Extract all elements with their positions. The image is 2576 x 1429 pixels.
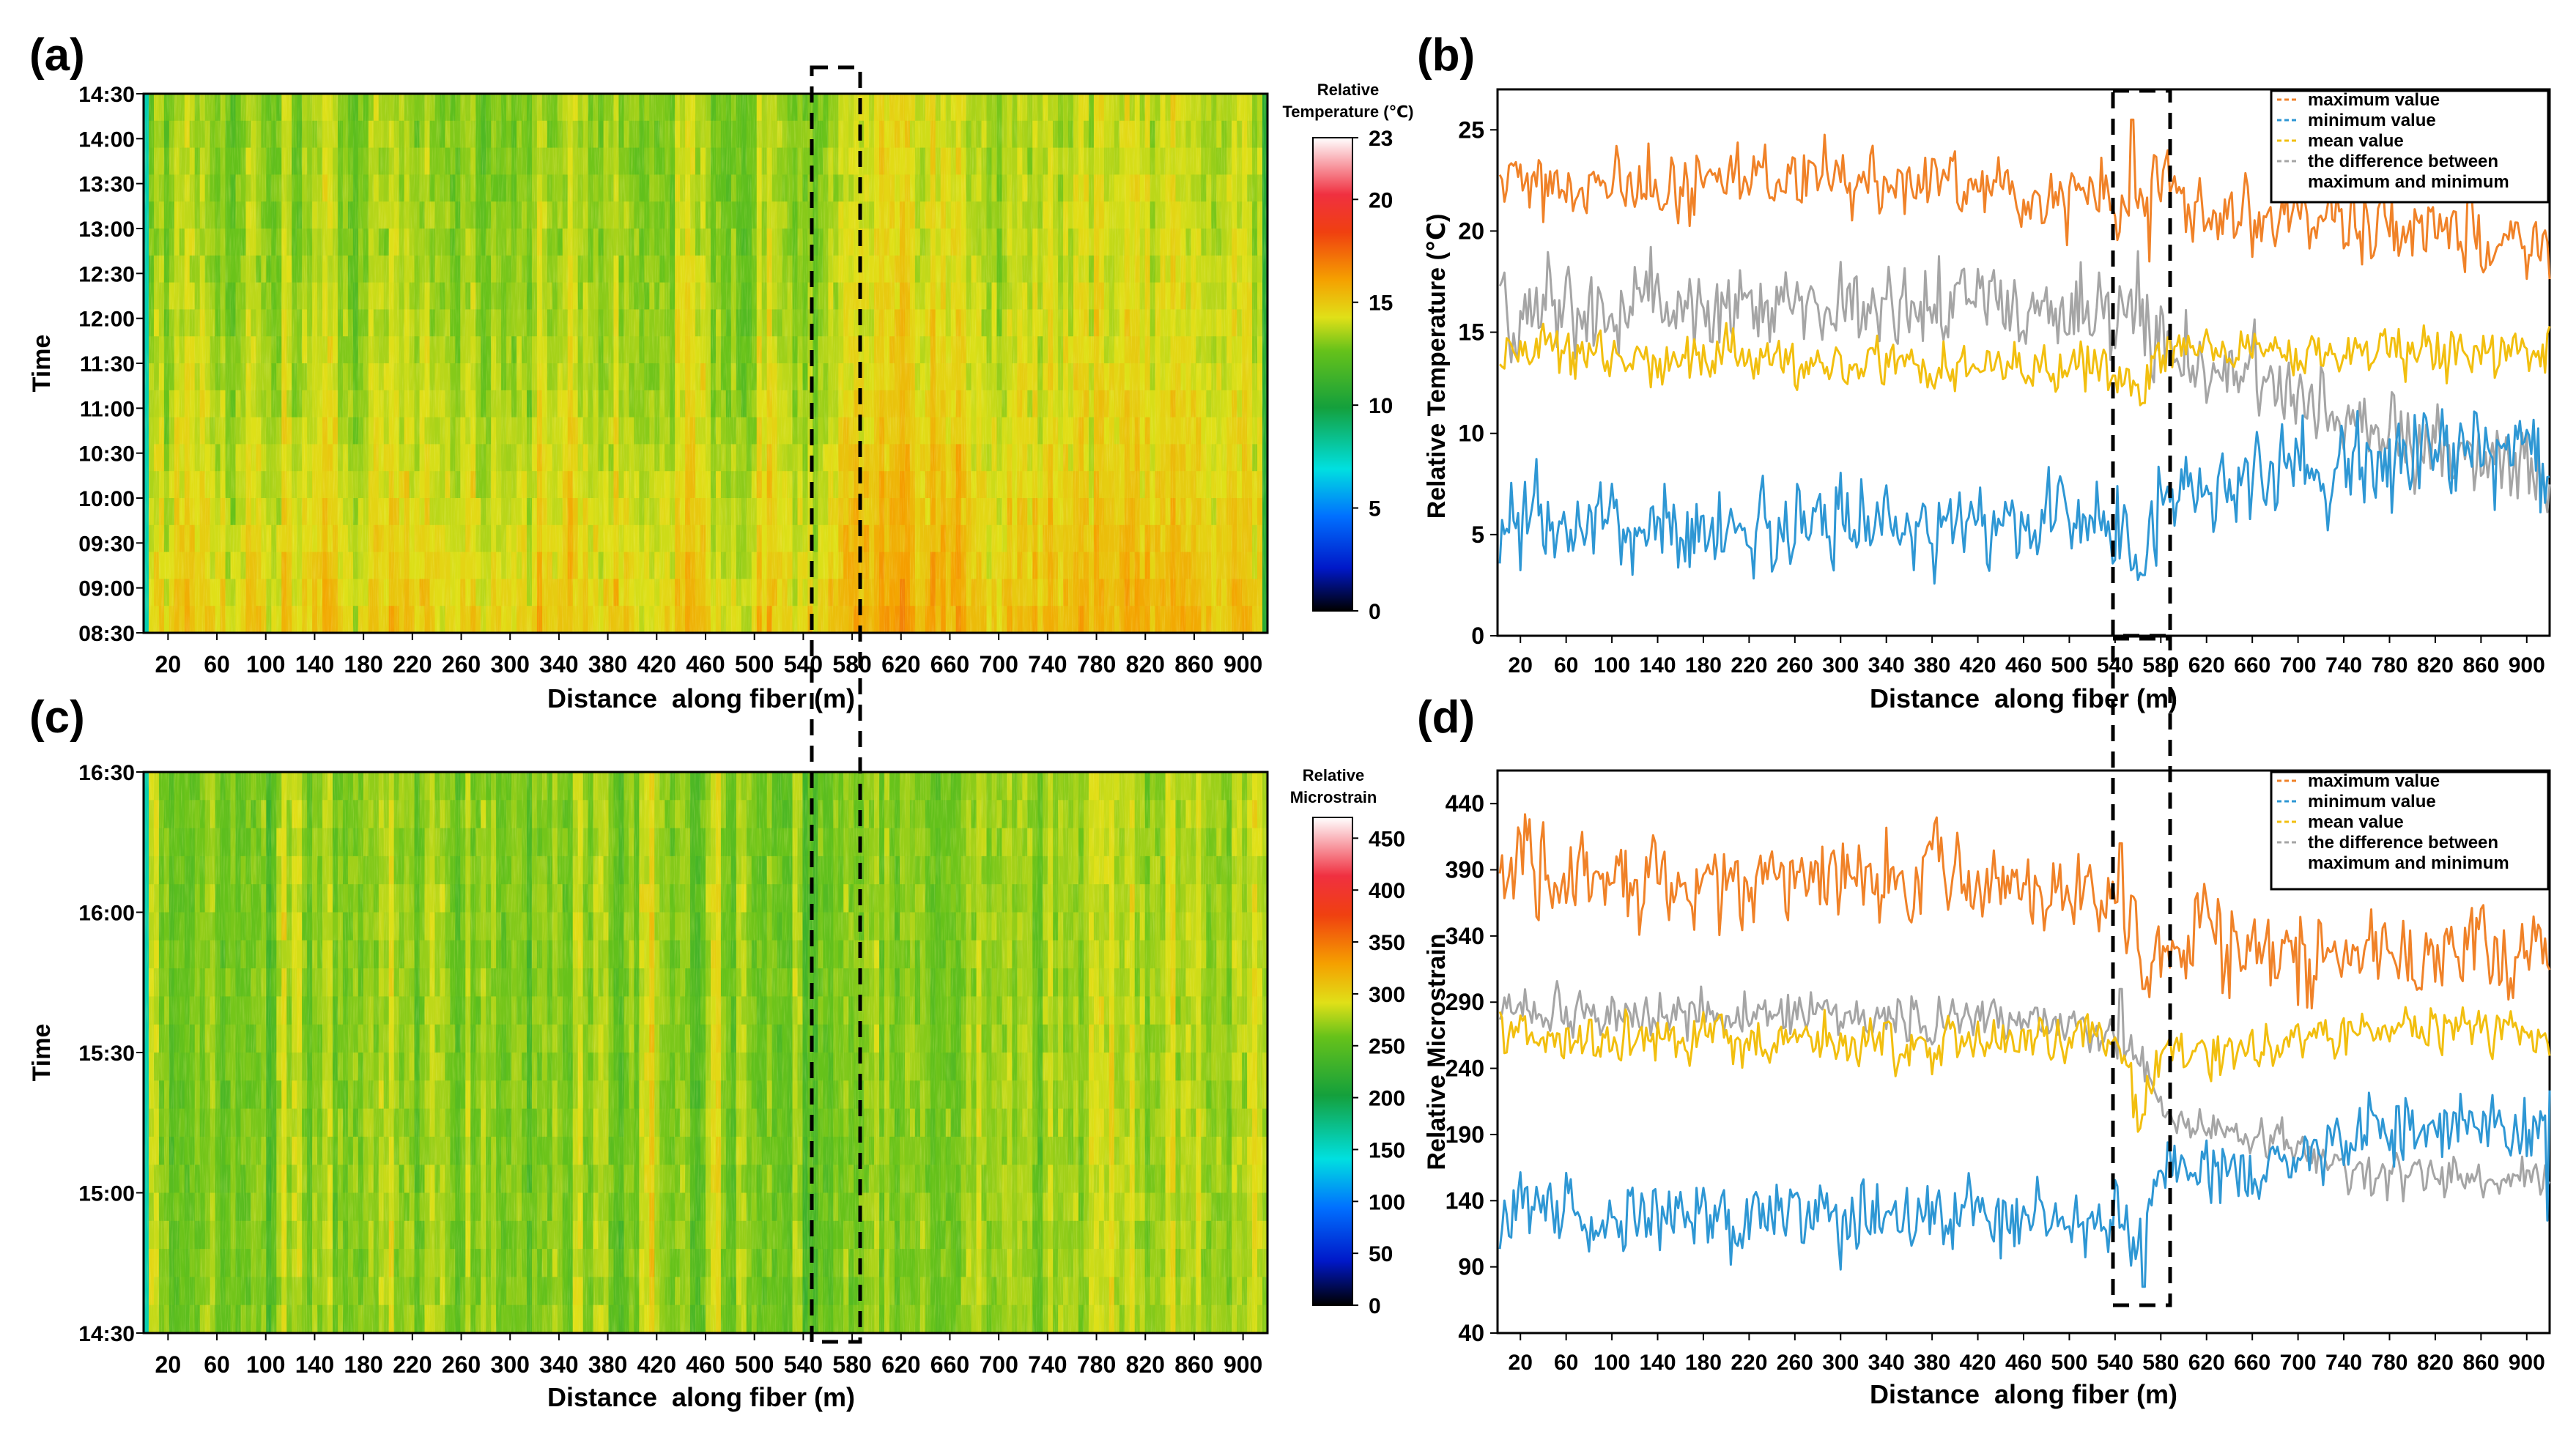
colorbar-tick-label-a: 5 <box>1369 497 1381 522</box>
x-tick-label-a: 500 <box>735 651 774 678</box>
x-tick-label-a: 20 <box>155 651 182 678</box>
colorbar-tick-label-a: 23 <box>1369 127 1393 151</box>
y-tick-label-a: 13:00 <box>78 218 135 242</box>
x-tick-label-a: 820 <box>1126 651 1165 678</box>
x-tick-label-a: 140 <box>295 651 334 678</box>
heatmap-c <box>142 771 1269 1335</box>
x-tick-label-a: 220 <box>393 651 432 678</box>
x-tick-label-a: 660 <box>930 651 969 678</box>
x-tick-label-a: 740 <box>1028 651 1067 678</box>
y-tick-label-a: 11:30 <box>80 352 135 376</box>
y-tick-label-a: 09:00 <box>78 577 135 601</box>
x-tick-label-a: 900 <box>1224 651 1262 678</box>
x-tick-label-a: 540 <box>784 651 823 678</box>
x-tick-label-a: 340 <box>539 651 578 678</box>
x-tick-label-a: 780 <box>1077 651 1116 678</box>
y-tick-label-a: 08:30 <box>78 622 135 646</box>
y-tick-label-a: 10:30 <box>78 442 135 467</box>
x-tick-label-a: 700 <box>979 651 1018 678</box>
colorbar-a-title-1: Relative <box>1317 81 1379 99</box>
xlabel-a: Distance along fiber (m) <box>547 683 855 713</box>
y-tick-label-a: 10:00 <box>78 487 135 511</box>
y-ticks-a: 14:30 14:00 13:30 13:00 12:30 12:00 11:30 11:00… <box>78 83 144 646</box>
panel-label-a: (a) <box>29 30 85 81</box>
colorbar-tick-label-a: 15 <box>1369 292 1393 316</box>
panel-label-c: (c) <box>29 692 85 743</box>
colorbar-a <box>1312 137 1353 612</box>
x-tick-label-a: 860 <box>1174 651 1213 678</box>
colorbar-a-title-2: Temperature (℃) <box>1282 103 1413 121</box>
colorbar-tick-label-a: 20 <box>1369 188 1393 212</box>
x-tick-label-a: 460 <box>686 651 725 678</box>
colorbar-a-ticks: 23 20 15 10 5 0 <box>1352 127 1393 624</box>
colorbar-tick-label-a: 0 <box>1369 600 1381 624</box>
y-tick-label-a: 14:00 <box>78 127 135 152</box>
y-tick-label-a: 12:00 <box>78 308 135 332</box>
y-tick-label-a: 09:30 <box>78 532 135 556</box>
ylabel-a: Time <box>28 335 56 393</box>
heatmap-a-speckle <box>144 94 1267 633</box>
x-ticks-a: 20 60 100 140 180 220 260 300 340 380 420 460 500 540… <box>155 633 1262 678</box>
y-tick-label-a: 11:00 <box>80 397 135 421</box>
colorbar-tick-label-a: 10 <box>1369 394 1393 418</box>
x-tick-label-a: 420 <box>637 651 676 678</box>
x-tick-label-a: 300 <box>491 651 530 678</box>
y-tick-label-a: 14:30 <box>78 83 135 107</box>
heatmap-a <box>142 92 1269 634</box>
x-tick-label-a: 100 <box>246 651 285 678</box>
x-tick-label-a: 60 <box>204 651 230 678</box>
y-tick-label-a: 13:30 <box>78 173 135 197</box>
x-tick-label-a: 180 <box>344 651 382 678</box>
x-tick-label-a: 580 <box>832 651 871 678</box>
x-tick-label-a: 380 <box>588 651 627 678</box>
y-tick-label-a: 12:30 <box>78 262 135 286</box>
x-tick-label-a: 620 <box>881 651 920 678</box>
x-tick-label-a: 260 <box>442 651 481 678</box>
